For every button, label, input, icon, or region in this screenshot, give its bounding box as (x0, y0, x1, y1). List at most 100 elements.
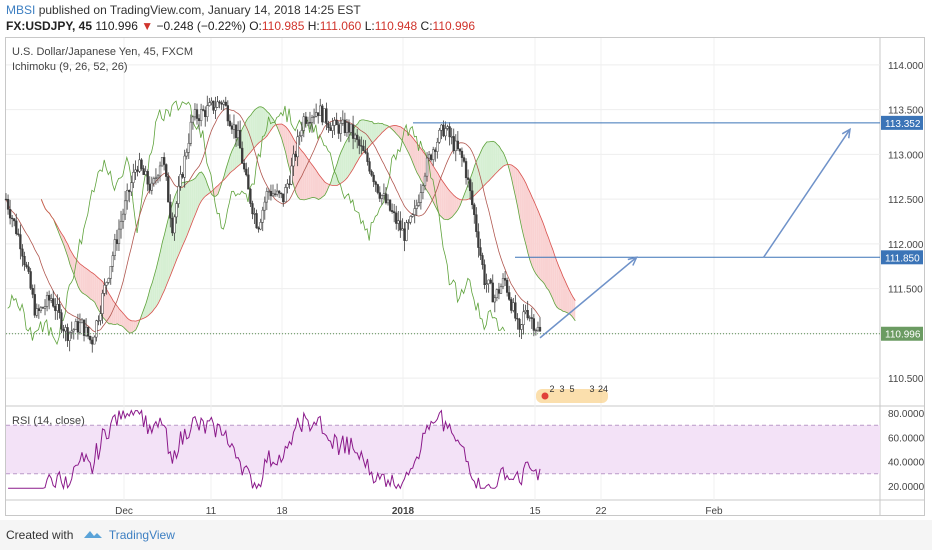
candle-body (251, 203, 254, 215)
candle-body (475, 214, 478, 232)
candle-body (43, 306, 47, 309)
candle-body (193, 109, 197, 118)
candle-body (105, 282, 108, 286)
candle-body (323, 108, 326, 123)
candle-body (56, 304, 59, 311)
candle-body (165, 164, 168, 177)
footer: Created with TradingView (6, 528, 175, 542)
candle-body (485, 283, 488, 285)
candle-body (72, 329, 75, 332)
cloud-segment (279, 124, 282, 139)
cloud-segment (185, 181, 188, 241)
price-level-label: 113.352 (885, 119, 921, 130)
candle-body (388, 199, 392, 211)
candle-body (202, 109, 205, 111)
candle-body (473, 204, 476, 215)
candle-body (356, 134, 359, 140)
candle-body (421, 185, 425, 193)
candles (4, 95, 542, 353)
cloud-segment (76, 259, 79, 287)
candle-body (317, 112, 320, 116)
cloud-segment (560, 271, 563, 312)
candle-body (238, 130, 242, 149)
cloud-segment (258, 106, 262, 143)
candle-body (364, 150, 367, 154)
cloud-segment (162, 234, 165, 295)
cloud-segment (67, 244, 71, 265)
candle-body (146, 171, 149, 185)
candle-body (347, 122, 351, 133)
candle-body (343, 119, 347, 133)
price-level-tag (881, 250, 923, 265)
candle-body (82, 319, 86, 336)
cloud-segment (98, 278, 101, 314)
cloud-segment (226, 161, 229, 178)
rsi-tick-label: 40.0000 (888, 458, 925, 469)
candle-body (50, 298, 53, 301)
author-name[interactable]: MBSI (6, 3, 36, 17)
chikou-span-line (7, 100, 506, 346)
indicator-legend[interactable]: Ichimoku (9, 26, 52, 26) (12, 61, 128, 73)
cloud-segment (536, 206, 539, 278)
cloud-segment (312, 165, 315, 198)
candle-body (462, 157, 466, 162)
rsi-line (8, 409, 541, 491)
candle-body (362, 145, 365, 152)
close-label: C: (420, 19, 433, 33)
down-arrow-icon: ▼ (141, 19, 154, 33)
candle-body (349, 124, 353, 133)
candle-body (265, 191, 268, 203)
cloud-segment (135, 320, 138, 331)
chart-title: U.S. Dollar/Japanese Yen, 45, FXCM (12, 46, 193, 58)
candle-body (84, 326, 88, 336)
event-marker-label: 3 (589, 384, 594, 394)
candle-body (505, 279, 509, 293)
tradingview-link[interactable]: TradingView (108, 528, 175, 542)
created-with-text: Created with (6, 528, 74, 542)
symbol-label: FX:USDJPY, 45 (6, 19, 93, 33)
cloud-segment (367, 120, 370, 149)
candle-body (89, 335, 92, 341)
event-markers: 2 3 5 3 24 (536, 384, 608, 403)
candle-body (245, 168, 248, 176)
candle-body (376, 184, 379, 193)
cloud-segment (343, 142, 346, 182)
candle-body (179, 174, 182, 187)
cloud-segment (402, 128, 405, 146)
cloud-segment (316, 170, 319, 200)
candle-body (425, 157, 429, 177)
candle-body (247, 174, 250, 190)
candle-body (325, 108, 328, 124)
cloud-segment (474, 160, 477, 196)
cloud-segment (464, 188, 467, 200)
cloud-segment (230, 150, 233, 173)
event-marker-label: 2 (549, 384, 554, 394)
cloud-segment (347, 135, 350, 178)
cloud-segment (542, 221, 545, 285)
candle-body (234, 124, 238, 139)
candle-body (273, 193, 277, 195)
cloud-segment (261, 106, 264, 142)
cloud-segment (408, 133, 411, 159)
candle-body (280, 192, 283, 195)
cloud-segment (203, 174, 206, 199)
candle-body (434, 149, 437, 152)
candle-body (220, 102, 223, 105)
candle-body (464, 161, 468, 179)
candle-body (300, 130, 303, 136)
rsi-legend[interactable]: RSI (14, close) (12, 415, 85, 427)
cloud-segment (449, 191, 453, 219)
price-chart[interactable]: 110.500111.000111.500112.000112.500113.0… (0, 0, 932, 520)
candle-body (520, 324, 523, 330)
candle-body (497, 289, 501, 294)
cloud-segment (150, 282, 153, 314)
cloud-segment (125, 315, 128, 332)
candle-body (111, 255, 114, 267)
publish-text: published on TradingView.com, January 14… (38, 3, 361, 17)
cloud-segment (472, 165, 475, 198)
cloud-segment (482, 144, 485, 187)
candle-body (528, 317, 531, 319)
cloud-segment (495, 142, 498, 175)
projection-arrow (539, 256, 638, 339)
cloud-segment (478, 151, 481, 192)
